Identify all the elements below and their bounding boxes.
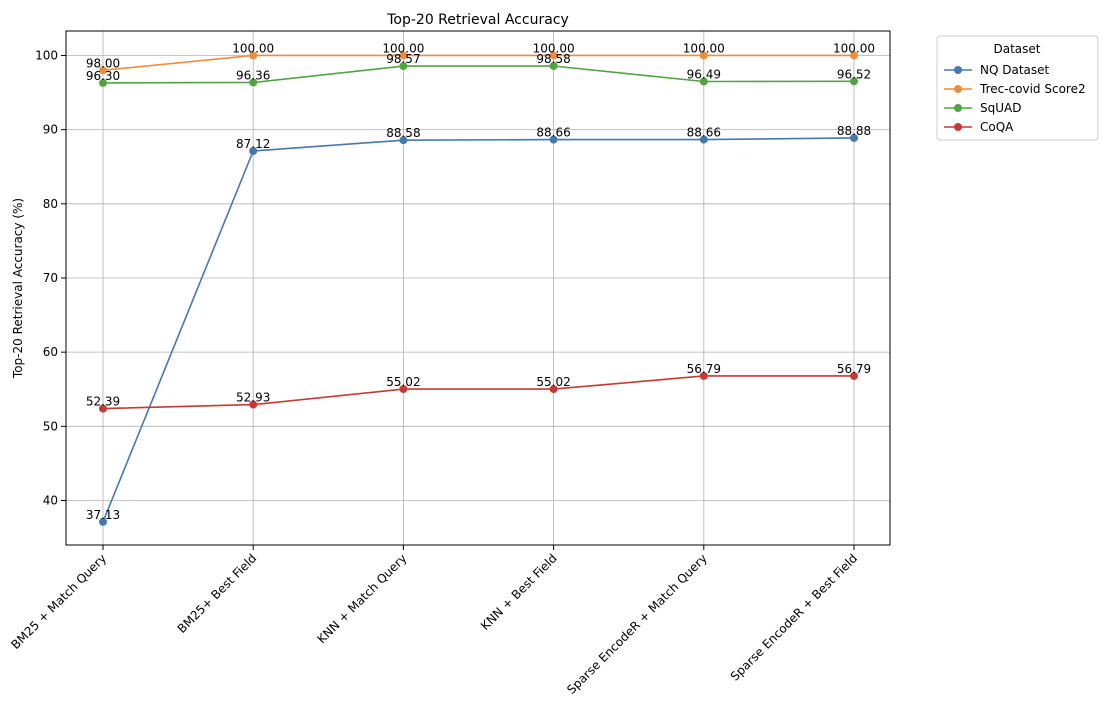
- data-label: 100.00: [683, 41, 725, 55]
- data-label: 56.79: [837, 362, 871, 376]
- legend-label: NQ Dataset: [980, 63, 1050, 77]
- data-label: 52.93: [236, 391, 270, 405]
- data-point: [399, 62, 408, 71]
- data-label: 98.00: [86, 56, 120, 70]
- data-label: 96.36: [236, 68, 270, 82]
- data-label: 37.13: [86, 508, 120, 522]
- data-label: 100.00: [533, 41, 575, 55]
- legend-title: Dataset: [994, 42, 1041, 56]
- legend-swatch-marker: [954, 85, 962, 93]
- legend-item: CoQA: [944, 120, 1014, 134]
- x-tick-label: BM25 + Match Query: [8, 551, 109, 652]
- data-label: 96.30: [86, 69, 120, 83]
- y-tick-label: 50: [43, 419, 58, 433]
- data-point: [249, 400, 258, 409]
- data-point: [850, 51, 858, 60]
- data-label: 52.39: [86, 395, 120, 409]
- data-label: 88.66: [687, 126, 721, 140]
- data-label: 100.00: [833, 41, 875, 55]
- x-tick-label: KNN + Best Field: [478, 551, 560, 633]
- data-point: [549, 135, 558, 144]
- series-squad: [99, 62, 858, 87]
- data-label: 55.02: [536, 375, 570, 389]
- data-label: 98.57: [386, 52, 420, 66]
- x-tick-label: Sparse EncodeR + Match Query: [564, 551, 710, 697]
- chart-title: Top-20 Retrieval Accuracy: [386, 12, 569, 28]
- data-point: [399, 385, 408, 394]
- series-nq-dataset: [99, 133, 858, 526]
- data-point: [399, 136, 408, 145]
- y-axis-label: Top-20 Retrieval Accuracy (%): [11, 198, 25, 379]
- data-point: [99, 66, 107, 75]
- data-label: 96.49: [687, 68, 721, 82]
- x-tick-label: Sparse EncodeR + Best Field: [728, 551, 860, 683]
- legend-label: CoQA: [980, 120, 1014, 134]
- legend-item: NQ Dataset: [944, 63, 1050, 77]
- x-tick-label: KNN + Match Query: [314, 551, 409, 646]
- data-point: [850, 133, 858, 142]
- data-label: 87.12: [236, 137, 270, 151]
- data-point: [699, 77, 708, 86]
- plot-frame: [65, 30, 891, 546]
- data-point: [99, 404, 107, 413]
- series-line: [102, 137, 855, 523]
- legend: Dataset NQ Dataset Trec-covid Score2 SqUAD…: [936, 35, 1099, 141]
- data-label: 55.02: [386, 375, 420, 389]
- series-line: [102, 375, 854, 410]
- data-point: [850, 77, 858, 86]
- data-label: 96.52: [837, 67, 871, 81]
- data-label: 56.79: [687, 362, 721, 376]
- data-label: 88.88: [837, 124, 871, 138]
- series-coqa: [99, 371, 858, 413]
- grid: [66, 31, 890, 545]
- data-point: [850, 371, 858, 380]
- data-label: 88.58: [386, 126, 420, 140]
- series-layer: [99, 51, 858, 526]
- data-label: 100.00: [382, 41, 424, 55]
- data-point: [549, 385, 558, 394]
- legend-swatch-marker: [954, 104, 962, 112]
- y-tick-label: 100: [35, 48, 58, 62]
- x-tick-label: BM25+ Best Field: [175, 551, 260, 636]
- data-point: [549, 62, 558, 71]
- data-point: [249, 78, 258, 87]
- data-point: [249, 147, 258, 156]
- data-point: [549, 51, 558, 60]
- data-point: [399, 51, 408, 60]
- legend-item: Trec-covid Score2: [944, 82, 1086, 96]
- legend-label: Trec-covid Score2: [979, 82, 1086, 96]
- y-tick-label: 40: [43, 493, 58, 507]
- axes: BM25 + Match Query BM25+ Best Field KNN + …: [8, 30, 891, 697]
- legend-items: NQ Dataset Trec-covid Score2 SqUAD CoQA: [944, 63, 1086, 134]
- data-point: [699, 51, 708, 60]
- legend-swatch-marker: [954, 66, 962, 74]
- data-labels: 37.13 87.12 88.58 88.66 88.66 88.88 98.00 100.0…: [86, 41, 875, 521]
- series-line: [102, 54, 854, 72]
- data-point: [249, 51, 258, 60]
- data-point: [99, 78, 107, 87]
- series-trec-covid-score2: [99, 51, 858, 75]
- legend-label: SqUAD: [980, 101, 1021, 115]
- data-point: [699, 371, 708, 380]
- data-point: [99, 517, 107, 526]
- data-point: [699, 135, 708, 144]
- legend-swatch-marker: [954, 123, 962, 131]
- y-tick-label: 90: [43, 123, 58, 137]
- legend-item: SqUAD: [944, 101, 1021, 115]
- y-tick-label: 70: [43, 271, 58, 285]
- y-tick-label: 60: [43, 345, 58, 359]
- legend-frame: [936, 35, 1099, 141]
- data-label: 100.00: [232, 41, 274, 55]
- data-label: 98.58: [536, 52, 570, 66]
- data-label: 88.66: [536, 126, 570, 140]
- y-tick-label: 80: [43, 197, 58, 211]
- series-line: [102, 65, 855, 84]
